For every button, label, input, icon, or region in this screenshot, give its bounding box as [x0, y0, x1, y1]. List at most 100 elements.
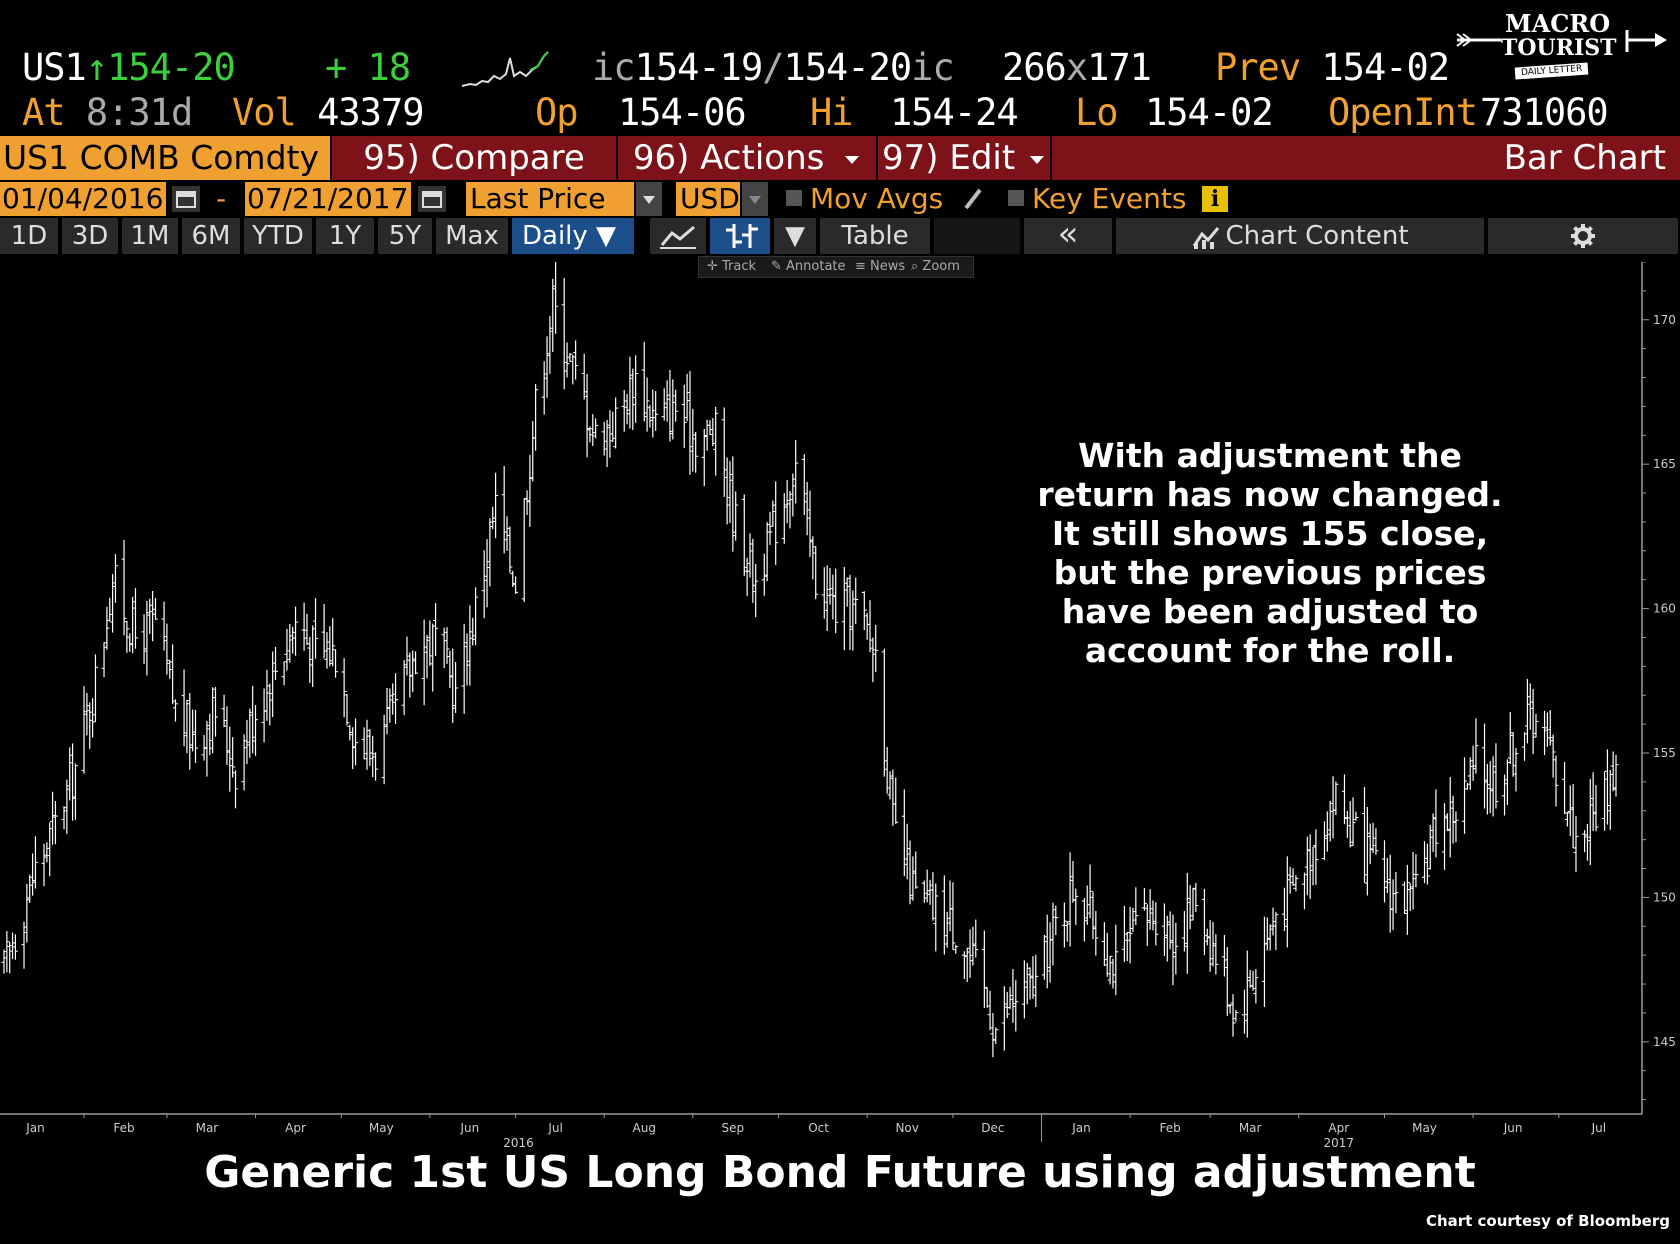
actions-label: 96) Actions: [632, 138, 825, 178]
x-tick-label: Oct: [808, 1121, 829, 1135]
range-tab-1y[interactable]: 1Y: [316, 218, 376, 254]
x-tick-label: Jul: [547, 1121, 562, 1135]
field-dropdown-icon[interactable]: [636, 182, 662, 216]
range-tab-1d[interactable]: 1D: [0, 218, 60, 254]
range-tab-3d[interactable]: 3D: [62, 218, 120, 254]
zoom-tool[interactable]: ⌕ Zoom: [911, 259, 960, 274]
net-change: + 18: [325, 46, 411, 89]
info-icon[interactable]: i: [1202, 186, 1228, 212]
gear-icon: [1571, 224, 1595, 248]
key-events-checkbox[interactable]: [1008, 190, 1024, 206]
chart-content-label: Chart Content: [1225, 221, 1409, 251]
at-label: At: [22, 91, 66, 134]
range-tab-ytd[interactable]: YTD: [244, 218, 314, 254]
x-tick-label: Jun: [1503, 1121, 1523, 1135]
x-tick-label: Apr: [1328, 1121, 1349, 1135]
line-chart-button[interactable]: [650, 218, 708, 254]
annotation-line: but the previous prices: [1053, 553, 1487, 592]
x-year-label: 2016: [503, 1136, 534, 1150]
x-tick-label: Feb: [1160, 1121, 1181, 1135]
ask-size: 171: [1087, 46, 1152, 89]
currency-select[interactable]: USD: [676, 182, 740, 216]
range-tab-max[interactable]: Max: [436, 218, 510, 254]
start-date-field[interactable]: 01/04/2016: [0, 182, 166, 216]
y-tick-label: 150: [1653, 890, 1676, 904]
x-tick-label: May: [369, 1121, 394, 1135]
chart-content-button[interactable]: Chart Content: [1116, 218, 1486, 254]
y-tick-label: 160: [1653, 602, 1676, 616]
compare-button[interactable]: 95) Compare: [332, 136, 616, 180]
openint-value: 731060: [1480, 91, 1609, 134]
x-tick-label: May: [1412, 1121, 1437, 1135]
annotate-label: Annotate: [786, 259, 846, 274]
pencil-icon[interactable]: [962, 186, 984, 212]
zoom-label: Zoom: [922, 259, 960, 274]
bar-chart-button[interactable]: [710, 218, 772, 254]
x-tick-label: Apr: [285, 1121, 306, 1135]
news-tool[interactable]: ≡ News: [855, 259, 906, 274]
actions-caret-icon: [845, 155, 860, 164]
end-date-field[interactable]: 07/21/2017: [245, 182, 411, 216]
low-value: 154-02: [1145, 91, 1274, 134]
mov-avgs-checkbox[interactable]: [786, 190, 802, 206]
security-field[interactable]: US1 COMB Comdty: [0, 136, 330, 180]
openint-label: OpenInt: [1328, 91, 1478, 134]
high-label: Hi: [810, 91, 854, 134]
high-value: 154-24: [890, 91, 1019, 134]
ticker: US1: [22, 46, 87, 89]
edit-button[interactable]: 97) Edit: [878, 136, 1050, 180]
quote-time: 8:31d: [85, 91, 193, 134]
period-select[interactable]: Daily ▼: [512, 218, 636, 254]
macro-tourist-logo: MACRO TOURIST DAILY LETTER: [1455, 8, 1680, 88]
settings-button[interactable]: [1488, 218, 1680, 254]
edit-caret-icon: [1030, 155, 1044, 164]
table-button[interactable]: Table: [820, 218, 932, 254]
annotation-line: return has now changed.: [1037, 475, 1503, 514]
open-value: 154-06: [618, 91, 747, 134]
x-tick-label: Sep: [722, 1121, 745, 1135]
annotation-text: With adjustment the return has now chang…: [1020, 436, 1520, 670]
sparkline-icon: [461, 51, 549, 87]
x-tick-label: Nov: [895, 1121, 918, 1135]
x-tick-label: Jan: [1071, 1121, 1091, 1135]
range-tab-5y[interactable]: 5Y: [378, 218, 434, 254]
news-label: News: [870, 259, 906, 274]
date-range-dash: -: [216, 182, 227, 215]
x-tick-label: Mar: [196, 1121, 219, 1135]
track-label: Track: [722, 259, 757, 274]
start-calendar-icon[interactable]: [172, 186, 200, 212]
y-tick-label: 145: [1653, 1035, 1676, 1049]
annotation-line: have been adjusted to: [1061, 592, 1479, 631]
up-arrow-icon: ↑: [85, 46, 108, 89]
logo-line1: MACRO: [1505, 9, 1611, 38]
chart-content-icon: [1193, 226, 1220, 249]
actions-button[interactable]: 96) Actions: [618, 136, 876, 180]
logo-line3: DAILY LETTER: [1514, 62, 1589, 80]
chart-type-label: Bar Chart: [1052, 136, 1680, 180]
mov-avgs-label: Mov Avgs: [810, 182, 944, 215]
track-tool[interactable]: ✛ Track: [707, 259, 757, 274]
logo-line2: TOURIST: [1501, 35, 1617, 61]
toolbar-spacer: [934, 218, 1022, 254]
x-tick-label: Jun: [460, 1121, 480, 1135]
x-tick-label: Dec: [981, 1121, 1004, 1135]
ohlc-bar-icon: [726, 224, 758, 248]
currency-dropdown-icon[interactable]: [742, 182, 768, 216]
field-select[interactable]: Last Price: [466, 182, 634, 216]
annotate-tool[interactable]: ✎ Annotate: [771, 259, 846, 274]
range-tab-1m[interactable]: 1M: [122, 218, 180, 254]
chart-credit: Chart courtesy of Bloomberg: [1425, 1212, 1670, 1230]
range-tab-6m[interactable]: 6M: [182, 218, 242, 254]
end-calendar-icon[interactable]: [418, 186, 446, 212]
bar-chart[interactable]: 145 150 155 160 165 170 Jan Feb Mar Apr May Jun Jul A…: [0, 259, 1680, 1152]
x-tick-label: Feb: [113, 1121, 134, 1135]
x-tick-label: Jul: [1591, 1121, 1606, 1135]
last-price: 154-20: [107, 46, 236, 89]
y-tick-label: 165: [1653, 457, 1676, 471]
x-year-label: 2017: [1323, 1136, 1354, 1150]
collapse-button[interactable]: «: [1024, 217, 1114, 254]
line-chart-icon: [660, 225, 696, 249]
vol-label: Vol: [232, 91, 297, 134]
chart-style-dropdown[interactable]: ▼: [774, 218, 818, 254]
chart-caption: Generic 1st US Long Bond Future using ad…: [204, 1147, 1476, 1198]
